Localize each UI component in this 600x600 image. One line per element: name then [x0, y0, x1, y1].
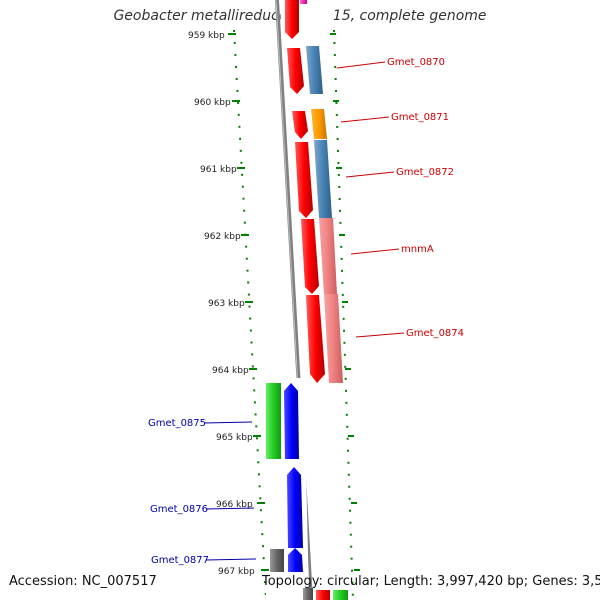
gene-arrow-gmet-0874[interactable]: [306, 295, 325, 383]
tick-label-960: 960 kbp: [194, 98, 231, 108]
leader-gmet-0871: [340, 116, 390, 123]
leader-gmet-0876: [205, 507, 255, 510]
gene-label-gmet-0877[interactable]: Gmet_0877: [151, 555, 209, 566]
right-tick-marks: [330, 33, 360, 571]
kbp-ticks: 959 kbp 960 kbp 961 kbp 962 kbp 963 kbp …: [188, 31, 269, 577]
topology-label: Topology: circular; Length: 3,997,420 bp…: [262, 574, 600, 589]
gene-arrow-gmet-0877[interactable]: [288, 548, 303, 572]
gene-label-mnma[interactable]: mnmA: [401, 244, 434, 255]
leader-mnma: [350, 248, 400, 255]
tick-label-959: 959 kbp: [188, 31, 225, 41]
gene-arrow-gmet-0875[interactable]: [284, 383, 299, 459]
gene-label-gmet-0874[interactable]: Gmet_0874: [406, 328, 464, 339]
tick-label-966: 966 kbp: [216, 500, 253, 510]
accession-label: Accession: NC_007517: [9, 574, 157, 589]
leader-gmet-0872: [345, 171, 395, 178]
leader-gmet-0870: [336, 61, 386, 69]
gene-partial-bottom-red: [316, 590, 330, 600]
gene-partial-bottom-gray: [303, 588, 313, 600]
cog-bar-gmet-0874: [324, 294, 343, 383]
leader-gmet-0877: [205, 558, 257, 561]
gene-arrow-gmet-0872[interactable]: [295, 142, 313, 218]
tick-rail-left: [233, 29, 267, 600]
cog-bar-gmet-0872: [314, 140, 332, 218]
gene-label-gmet-0872[interactable]: Gmet_0872: [396, 167, 454, 178]
cog-bar-gmet-0877: [270, 549, 284, 572]
gene-label-gmet-0876[interactable]: Gmet_0876: [150, 504, 208, 515]
tick-label-964: 964 kbp: [212, 366, 249, 376]
gene-arrow-gmet-0876[interactable]: [287, 467, 303, 548]
gene-partial-top-red: [285, 0, 299, 39]
gene-arrow-gmet-0871[interactable]: [292, 111, 308, 139]
tick-label-962: 962 kbp: [204, 232, 241, 242]
tick-label-961: 961 kbp: [200, 165, 237, 175]
gene-arrow-mnma[interactable]: [301, 219, 319, 294]
tick-label-967: 967 kbp: [218, 567, 255, 577]
gene-partial-top-magenta: [300, 0, 307, 4]
gene-label-gmet-0871[interactable]: Gmet_0871: [391, 112, 449, 123]
gene-label-gmet-0875[interactable]: Gmet_0875: [148, 418, 206, 429]
gene-partial-bottom-green: [333, 590, 348, 600]
cog-bar-gmet-0871: [311, 109, 327, 139]
tick-label-963: 963 kbp: [208, 299, 245, 309]
cog-bar-gmet-0870: [306, 46, 323, 94]
cog-bar-mnma: [319, 218, 337, 294]
tick-label-965: 965 kbp: [216, 433, 253, 443]
cog-bar-gmet-0875: [266, 383, 281, 459]
gene-label-gmet-0870[interactable]: Gmet_0870: [387, 57, 445, 68]
leader-gmet-0875: [203, 421, 253, 424]
gene-arrow-gmet-0870[interactable]: [287, 48, 304, 94]
leader-gmet-0874: [355, 332, 405, 338]
